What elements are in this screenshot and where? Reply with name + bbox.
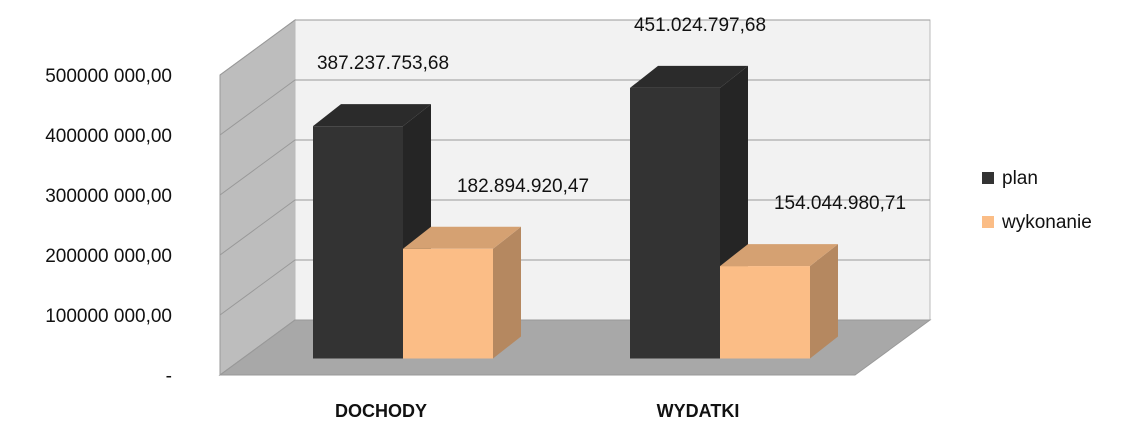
legend-label: plan: [1002, 168, 1038, 189]
bar-top: [720, 244, 838, 267]
bar: [720, 266, 810, 359]
bar-top: [313, 104, 431, 127]
bar-top: [630, 65, 748, 88]
data-label: 387.237.753,68: [317, 53, 449, 74]
data-label: 451.024.797,68: [634, 15, 766, 36]
left-wall: [219, 19, 296, 376]
y-tick-label: 500000 000,00: [45, 66, 172, 87]
bar-top: [403, 226, 521, 249]
bar: [630, 87, 720, 359]
x-tick-label: WYDATKI: [657, 401, 740, 421]
bar-side: [493, 226, 521, 359]
x-tick-label: DOCHODY: [335, 401, 427, 421]
y-tick-label: -: [166, 366, 172, 387]
data-label: 154.044.980,71: [774, 193, 906, 214]
legend-label: wykonanie: [1001, 212, 1092, 233]
y-tick-label: 200000 000,00: [45, 246, 172, 267]
legend-swatch: [982, 172, 994, 184]
y-tick-label: 100000 000,00: [45, 306, 172, 327]
bar: [403, 248, 493, 359]
bar-side: [810, 244, 838, 359]
y-tick-label: 400000 000,00: [45, 126, 172, 147]
y-tick-label: 300000 000,00: [45, 186, 172, 207]
bar: [313, 126, 403, 359]
grid-line: [219, 19, 930, 76]
data-label: 182.894.920,47: [457, 176, 589, 197]
legend-swatch: [982, 216, 994, 228]
